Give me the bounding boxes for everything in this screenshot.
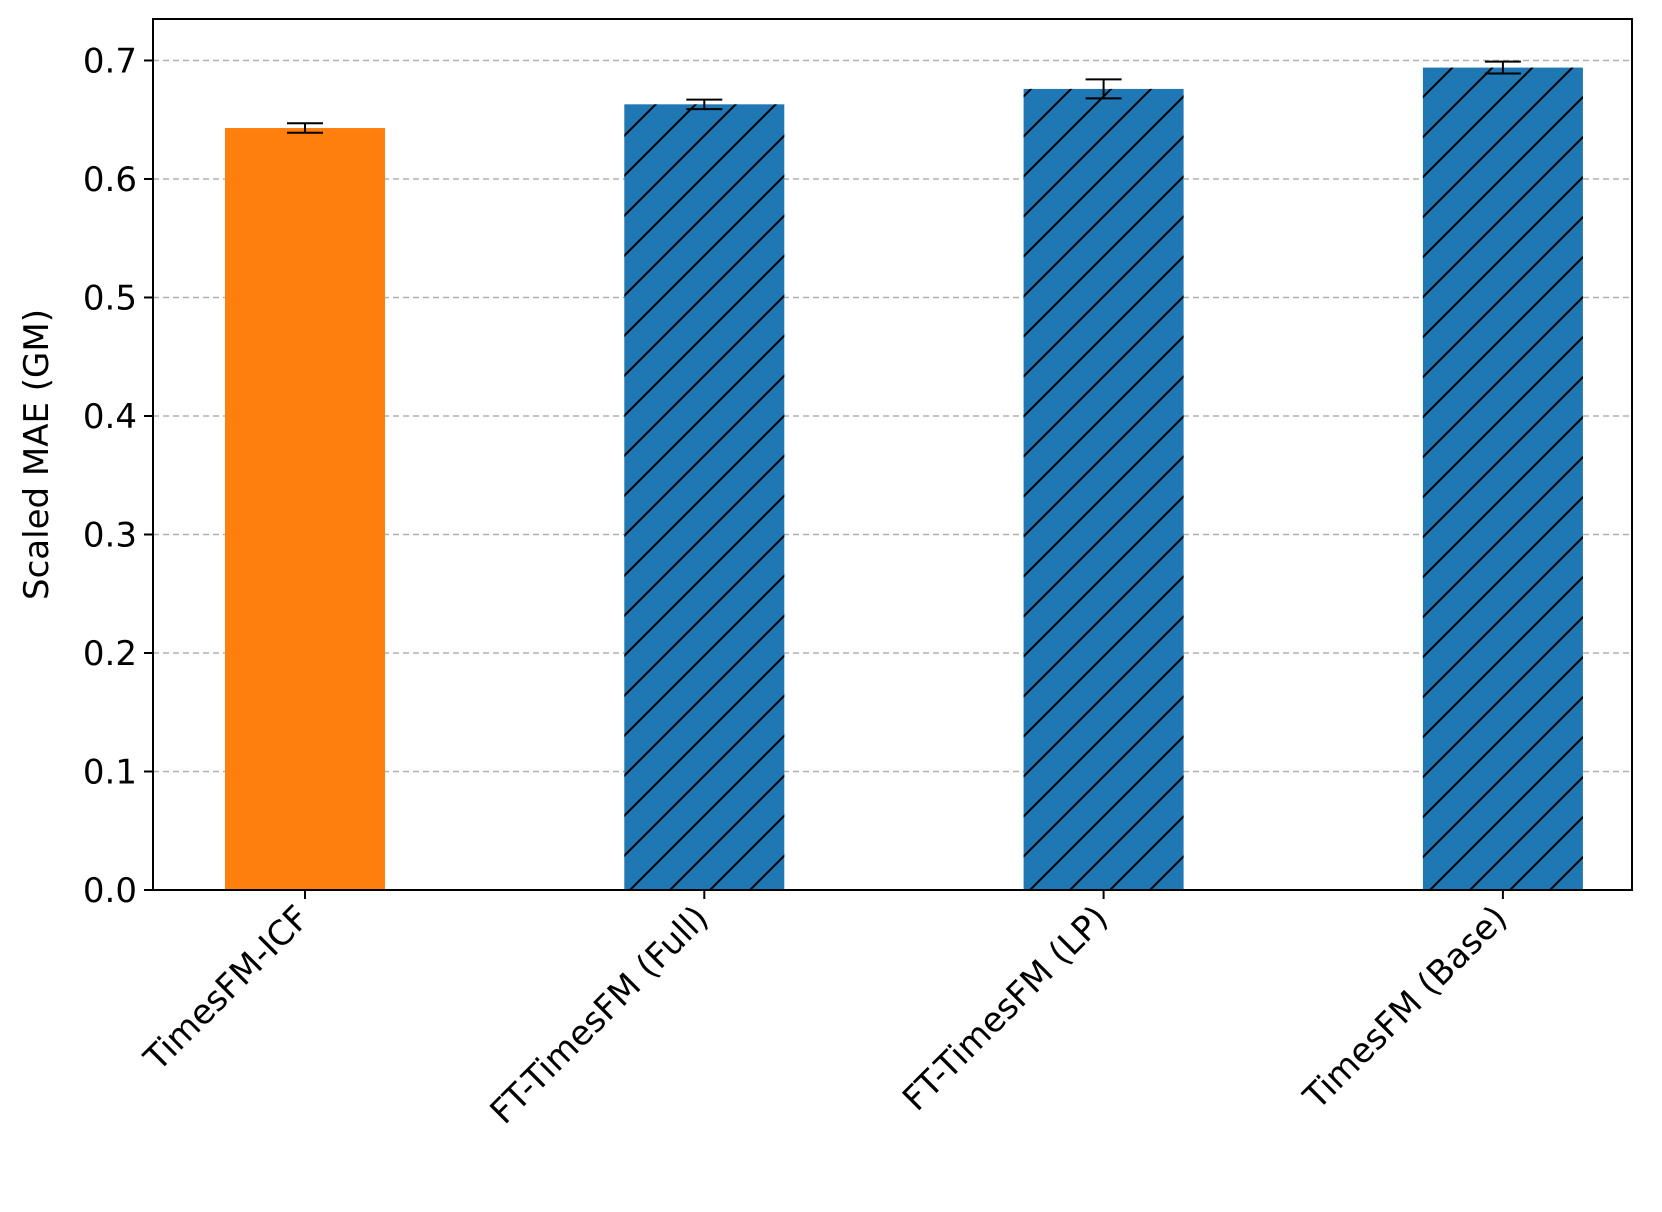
error-bars xyxy=(287,60,1521,134)
bar-hatch xyxy=(624,104,785,890)
bars xyxy=(225,67,1583,891)
error-bar xyxy=(1085,78,1122,100)
error-bar xyxy=(1484,60,1521,75)
y-tick-label: 0.1 xyxy=(83,752,137,792)
x-tick-label: TimesFM-ICF xyxy=(136,898,317,1079)
x-tick-label: FT-TimesFM (Full) xyxy=(483,898,717,1132)
y-axis-ticks: 0.0 0.1 0.2 0.3 0.4 0.5 0.6 0.7 xyxy=(83,41,153,911)
axes-frame xyxy=(152,18,1633,891)
y-axis-label: Scaled MAE (GM) xyxy=(17,309,57,600)
bar xyxy=(225,128,385,890)
y-tick-label: 0.6 xyxy=(83,160,137,200)
y-tick-label: 0.3 xyxy=(83,515,137,555)
error-bar xyxy=(686,98,723,111)
error-bar xyxy=(287,122,323,134)
y-tick-label: 0.7 xyxy=(83,41,137,81)
bar-hatch xyxy=(1422,67,1583,890)
y-tick-label: 0.2 xyxy=(83,634,137,674)
y-tick-label: 0.4 xyxy=(83,397,137,437)
y-tick-label: 0.5 xyxy=(83,278,137,318)
y-tick-label: 0.0 xyxy=(83,871,137,911)
x-tick-label: TimesFM (Base) xyxy=(1295,898,1515,1118)
x-tick-label: FT-TimesFM (LP) xyxy=(895,898,1116,1119)
bar-hatch xyxy=(1023,88,1184,891)
grid-lines xyxy=(153,59,1632,773)
x-axis-ticks: TimesFM-ICF FT-TimesFM (Full) FT-TimesFM (… xyxy=(136,890,1515,1132)
